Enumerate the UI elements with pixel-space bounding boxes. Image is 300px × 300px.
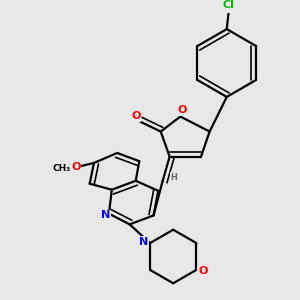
Text: O: O: [71, 162, 81, 172]
Text: O: O: [177, 105, 187, 115]
Text: O: O: [198, 266, 208, 276]
Text: O: O: [131, 111, 140, 121]
Text: CH₃: CH₃: [53, 164, 71, 173]
Text: N: N: [139, 237, 148, 247]
Text: Cl: Cl: [223, 0, 235, 10]
Text: N: N: [101, 210, 110, 220]
Text: H: H: [170, 173, 177, 182]
